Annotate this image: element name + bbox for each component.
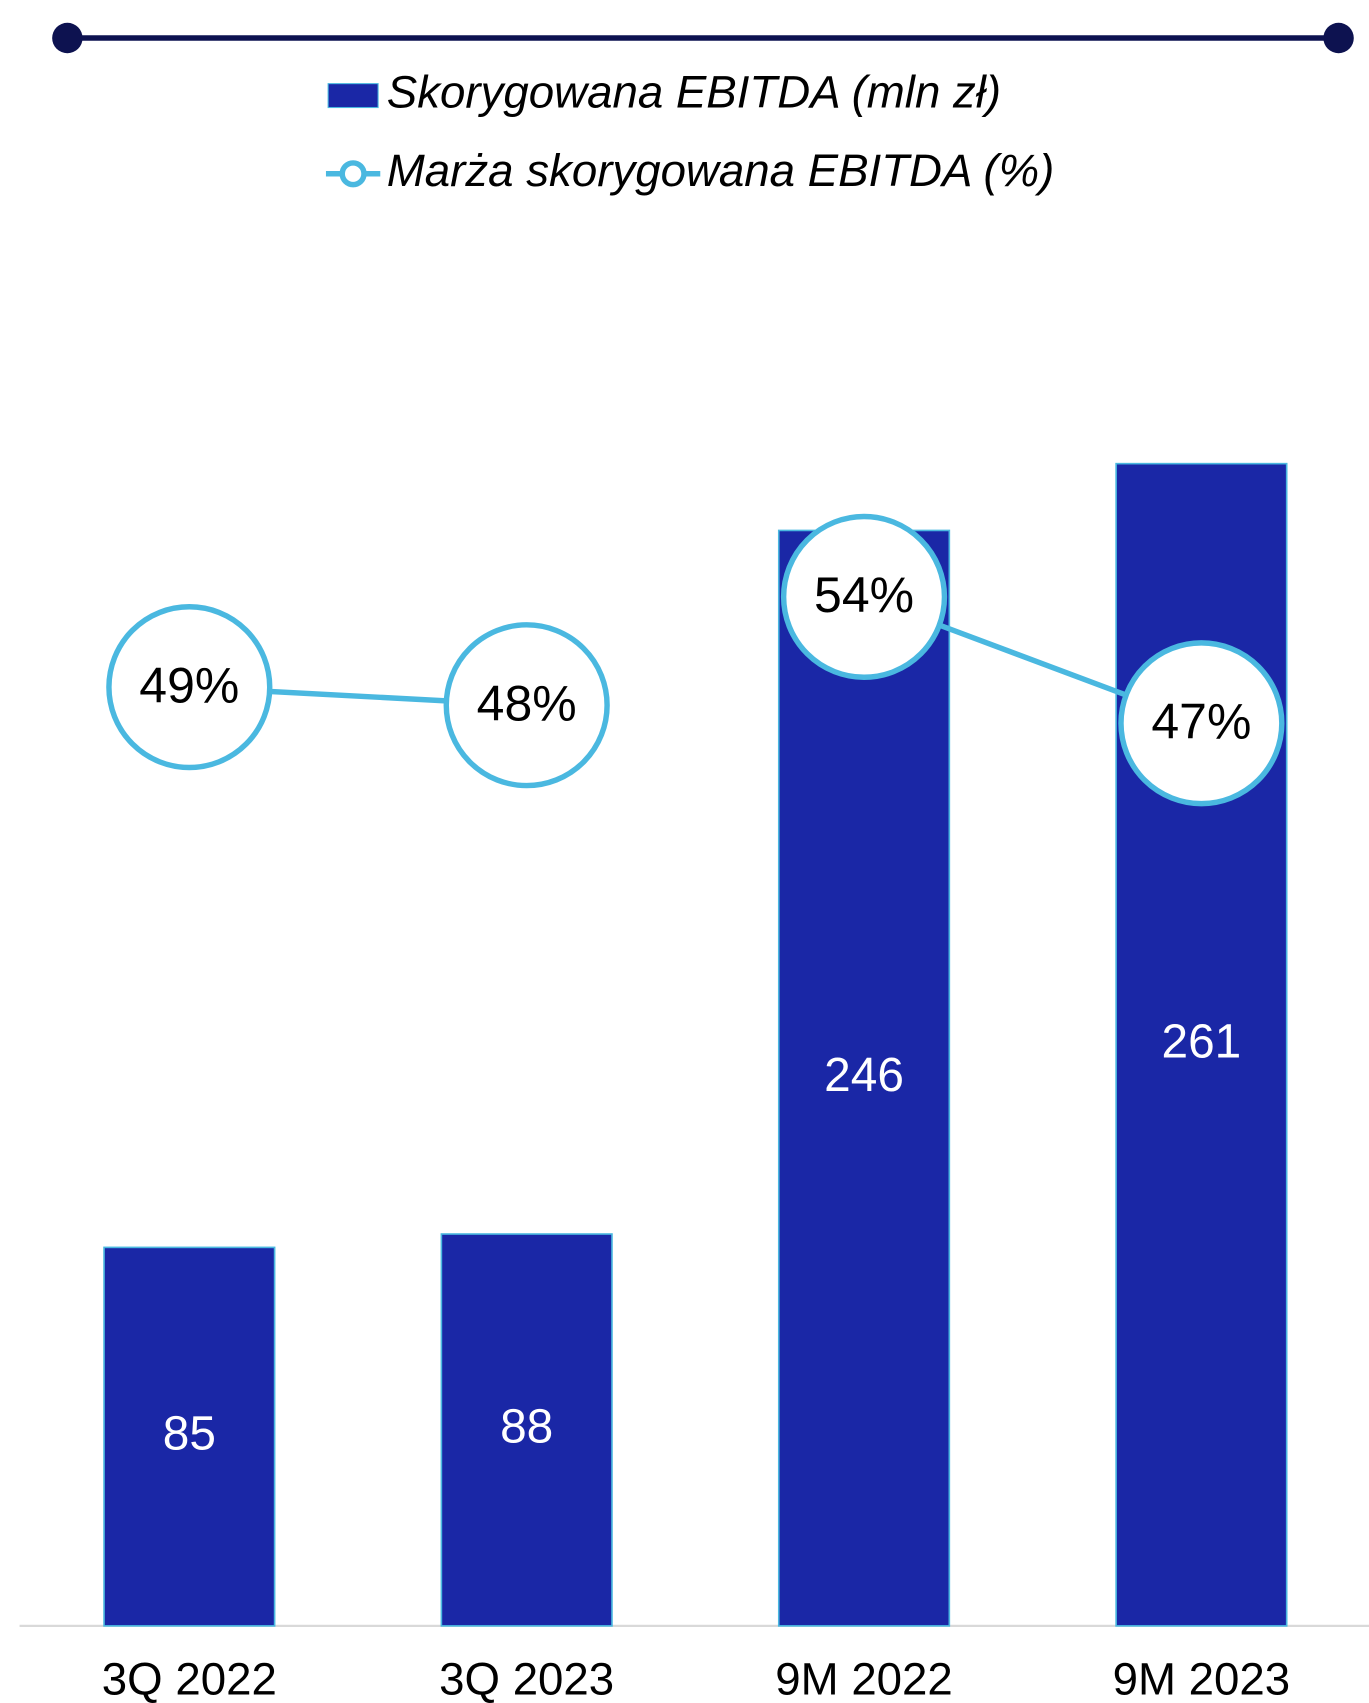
x-tick-label: 9M 2022: [775, 1653, 953, 1703]
line-marker: [443, 622, 610, 789]
line-marker: [106, 604, 273, 771]
line-marker: [1118, 640, 1285, 807]
legend-label: Marża skorygowana EBITDA (%): [387, 145, 1055, 196]
bar: [103, 1246, 276, 1627]
bar: [777, 529, 951, 1627]
x-tick-label: 9M 2023: [1113, 1653, 1291, 1703]
legend-swatch: [339, 160, 367, 188]
line-value-label: 48%: [477, 676, 577, 732]
header-dot: [52, 22, 83, 54]
line-marker: [780, 513, 948, 680]
line-value-label: 54%: [814, 567, 914, 623]
header-dot: [1323, 22, 1354, 54]
line-value-label: 49%: [139, 658, 239, 714]
x-tick-label: 3Q 2022: [102, 1653, 277, 1703]
bar-value-label: 261: [1162, 1015, 1242, 1068]
legend: Skorygowana EBITDA (mln zł) Marża skorygo…: [325, 67, 1055, 196]
line-value-label: 47%: [1151, 694, 1251, 750]
bar-value-label: 85: [163, 1407, 216, 1460]
bar: [440, 1233, 613, 1627]
bar-value-label: 246: [824, 1049, 904, 1102]
bar-value-label: 88: [500, 1401, 553, 1454]
legend-swatch: [327, 83, 379, 109]
legend-label: Skorygowana EBITDA (mln zł): [387, 67, 1001, 118]
x-tick-label: 3Q 2023: [439, 1653, 614, 1703]
